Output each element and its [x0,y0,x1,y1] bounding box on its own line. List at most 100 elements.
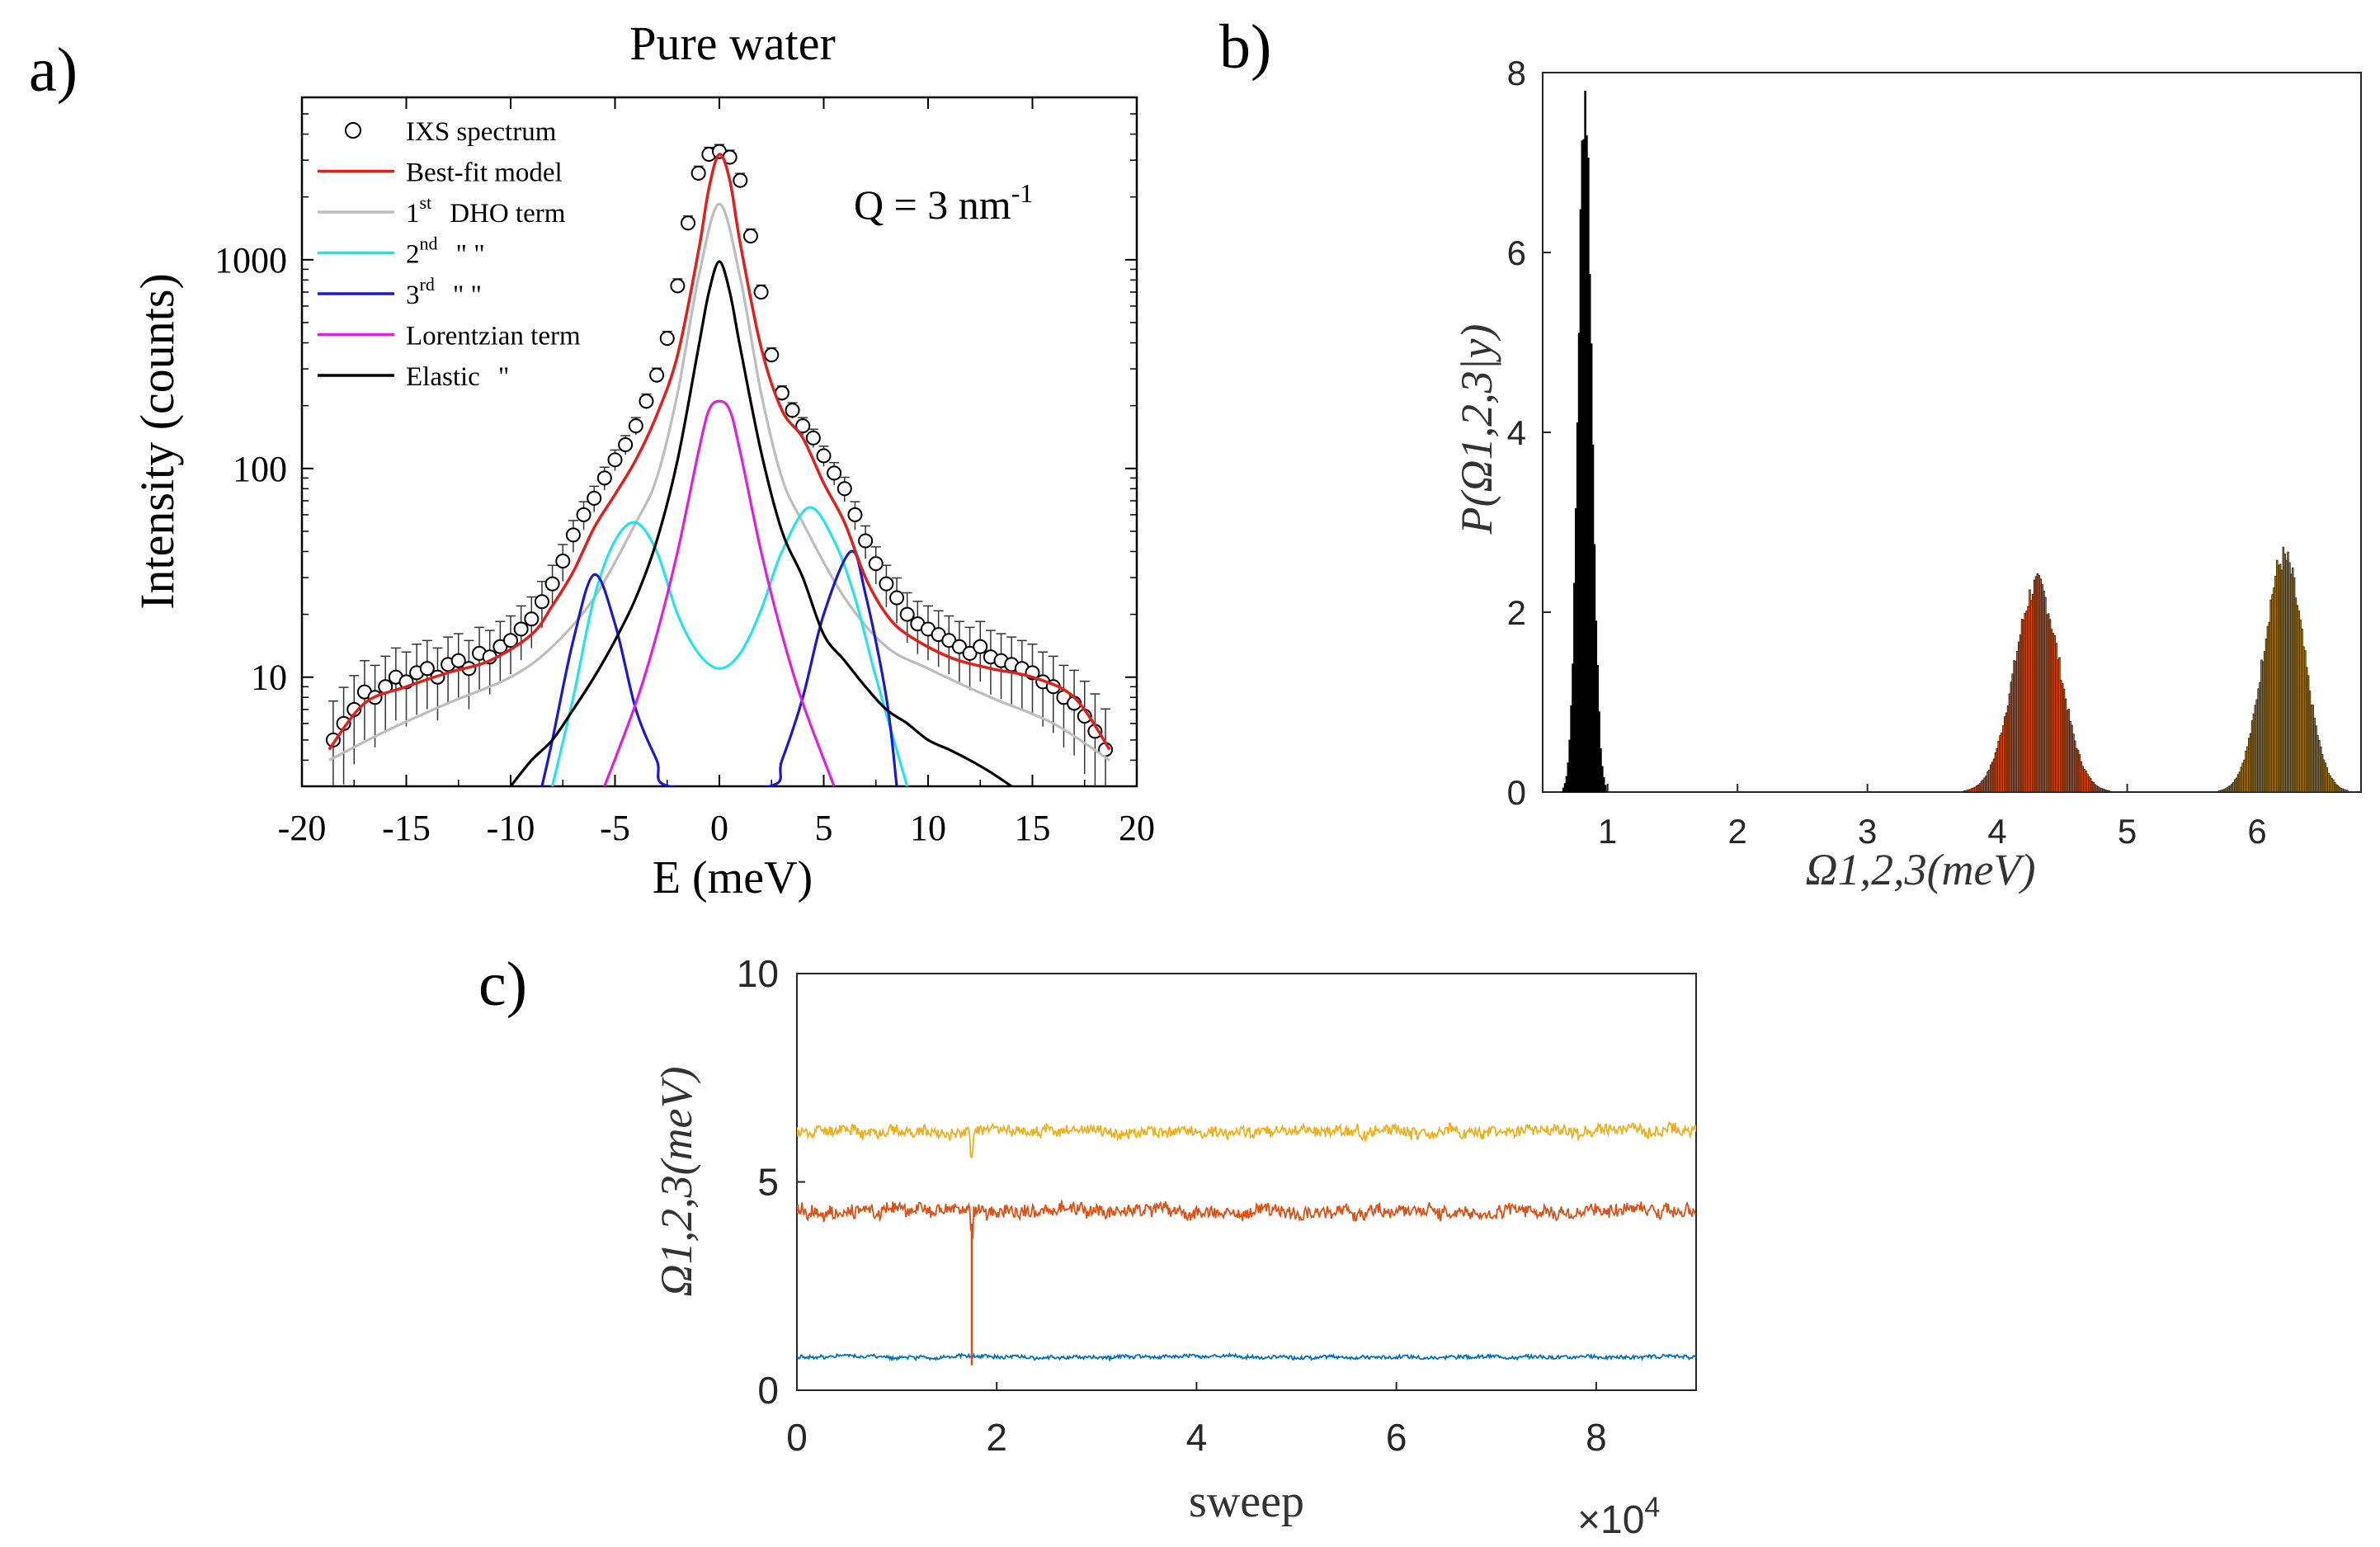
x-tick-label: 5 [2118,812,2137,851]
legend-label-base: 2 [406,240,420,270]
x-tick-label: 4 [1987,812,2006,851]
ixs-point [419,639,435,710]
ixs-marker [681,215,696,231]
legend-label-rest: " [498,362,509,392]
ixs-point [618,435,634,455]
panel-a: a) Pure water -20 -15 -10 -5 0 5 10 15 20 10 100 10… [29,17,1155,903]
ixs-point [555,544,571,582]
ixs-marker [889,590,905,606]
trace--3-trace [797,1120,1696,1158]
ixs-marker [649,367,665,383]
legend-label-sup: rd [420,274,435,295]
ixs-point [1045,655,1061,733]
x-tick-label: 6 [1386,1416,1407,1459]
y-tick-label: 4 [1507,413,1526,452]
ixs-point [524,596,540,649]
ixs-point [681,215,696,231]
ixs-point [649,367,665,383]
series-1st-dho-term [328,202,1110,762]
ixs-marker [513,621,529,637]
ixs-marker [742,229,758,244]
ixs-marker [785,403,800,418]
legend-marker [345,122,361,139]
ixs-marker [868,556,884,572]
chart-c-frame [796,973,1697,1391]
ixs-point [837,476,852,502]
legend-label: 2nd " " [406,233,485,270]
histogram-bar [2346,790,2349,793]
legend-entry: IXS spectrum [345,117,557,147]
legend-label-base: 3 [406,281,420,310]
y-tick-label: 10 [251,658,287,698]
ixs-marker [690,165,706,181]
ixs-marker [753,285,769,300]
ixs-point [931,610,946,667]
chart-c-xlabel: sweep [1189,1476,1304,1527]
ixs-point [858,525,874,559]
ixs-marker [764,347,780,363]
legend-label: Best-fit model [406,158,563,188]
series-2nd-dho-term [551,506,909,786]
x-multiplier-exp: 4 [1644,1492,1660,1523]
chart-b-xlabel: Ω1,2,3(meV) [1806,845,2036,894]
histogram-Ω2 [1963,573,2111,793]
panel-label-c: c) [478,950,527,1019]
ixs-point [1098,708,1114,786]
legend-label: 3rd " " [406,274,482,310]
legend-label-sup: st [420,192,432,213]
chart-b-tick-labels: 1 2 3 4 5 6 0 2 4 6 8 [1507,54,2267,851]
ixs-point [827,461,842,485]
y-tick-label: 0 [1507,773,1526,812]
legend-entry: 3rd " " [318,274,482,310]
chart-a-legend: IXS spectrum Best-fit model 1st DHO term 2nd… [318,117,581,392]
ixs-point [868,546,884,585]
chart-b-frame [1542,72,2362,793]
y-tick-label: 2 [1507,593,1526,632]
ixs-point [587,485,602,512]
ixs-marker [576,507,591,522]
ixs-marker [503,633,518,649]
x-tick-label: 4 [1186,1416,1208,1459]
x-tick-label: 0 [786,1416,808,1459]
x-multiplier-base: ×10 [1577,1498,1644,1542]
annotation-superscript: -1 [1011,178,1034,208]
histogram-bar [2108,790,2111,793]
ixs-marker [419,661,435,677]
ixs-marker [555,554,571,569]
ixs-point [450,633,466,700]
ixs-point [983,630,998,695]
chart-a-ylabel: Intensity (counts) [130,273,184,610]
ixs-marker [534,594,549,610]
ixs-point [805,428,821,448]
ixs-point [659,330,675,347]
ixs-marker [618,436,634,452]
legend-entry: 1st DHO term [318,192,566,229]
ixs-marker [524,611,540,627]
ixs-point [921,605,936,661]
legend-label: IXS spectrum [406,117,557,147]
y-tick-label: 1000 [214,240,287,281]
x-tick-label: 10 [910,808,946,848]
legend-label-base: Lorentzian term [406,322,581,351]
ixs-point [503,615,518,674]
ixs-point [742,228,758,244]
chart-c-ylabel: Ω1,2,3(meV) [652,1067,701,1297]
ixs-point [607,449,623,471]
ixs-point [628,417,643,436]
ixs-point [962,626,978,691]
ixs-marker [544,576,560,592]
chart-a-title: Pure water [629,17,836,70]
y-tick-label: 6 [1507,233,1526,272]
ixs-point [951,620,967,682]
legend-entry: Elastic " [318,362,509,392]
x-tick-label: -5 [600,808,630,848]
x-tick-label: 6 [2247,812,2266,851]
chart-a-tick-labels: -20 -15 -10 -5 0 5 10 15 20 10 100 1000 [214,240,1155,848]
ixs-marker [565,527,581,543]
series-elastic-term [509,260,1013,786]
ixs-point [565,520,581,553]
ixs-point [847,501,863,531]
y-tick-label: 8 [1507,54,1526,92]
ixs-point [816,446,832,467]
